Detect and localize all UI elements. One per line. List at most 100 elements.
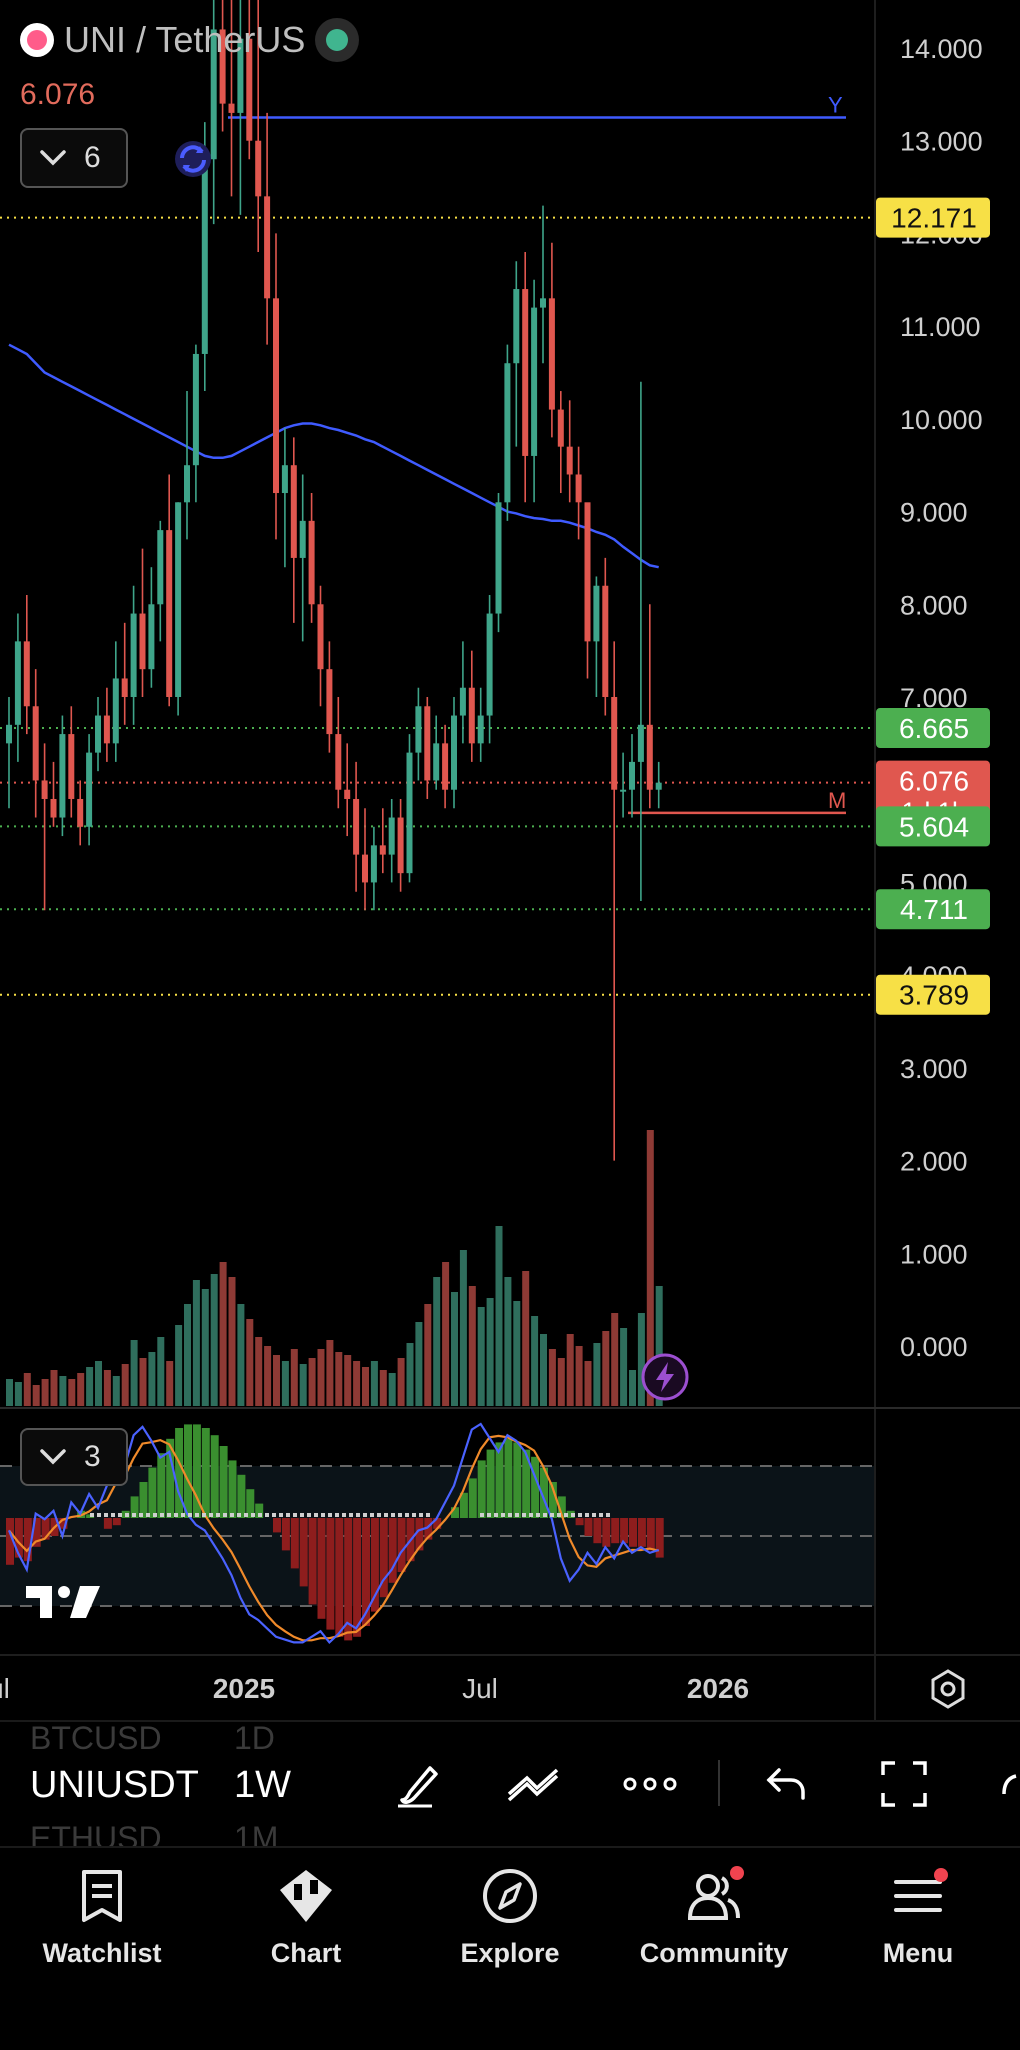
oscillator-histogram-bar bbox=[317, 1518, 326, 1619]
oscillator-marker bbox=[111, 1513, 115, 1517]
timeframe-option-prev[interactable]: 1D bbox=[234, 1720, 275, 1756]
candle bbox=[504, 344, 511, 521]
candle bbox=[50, 761, 57, 827]
price-tick-label: 13.000 bbox=[900, 127, 983, 157]
volume-bar bbox=[379, 1370, 387, 1406]
volume-bar bbox=[281, 1361, 289, 1406]
nav-menu-label: Menu bbox=[882, 1938, 954, 1968]
oscillator-histogram-bar bbox=[531, 1456, 540, 1518]
oscillator-histogram-bar bbox=[157, 1453, 166, 1518]
oscillator-marker bbox=[237, 1513, 241, 1517]
indicators-toggle-button[interactable]: 6 bbox=[20, 128, 128, 188]
lightning-alert-icon[interactable] bbox=[640, 1352, 690, 1402]
price-tick-label: 11.000 bbox=[900, 312, 981, 342]
oscillator-marker bbox=[188, 1513, 192, 1517]
more-options-icon[interactable] bbox=[622, 1756, 678, 1812]
trendline-tool-icon[interactable] bbox=[505, 1756, 561, 1812]
symbol-option-prev[interactable]: BTCUSD bbox=[30, 1720, 162, 1756]
volume-bar bbox=[477, 1307, 485, 1406]
nav-explore[interactable]: Explore bbox=[408, 1848, 612, 2050]
price-badge bbox=[876, 197, 990, 238]
oscillator-marker bbox=[167, 1513, 171, 1517]
oscillator-histogram-bar bbox=[299, 1518, 308, 1587]
uni-coin-icon bbox=[20, 23, 54, 57]
oscillator-histogram-bar bbox=[246, 1489, 255, 1518]
oscillator-histogram-bar bbox=[219, 1446, 228, 1518]
oscillator-histogram-bar bbox=[593, 1518, 602, 1544]
candle bbox=[264, 112, 271, 345]
notification-dot bbox=[934, 1868, 948, 1882]
oscillator-marker bbox=[412, 1513, 416, 1517]
volume-bar bbox=[308, 1358, 316, 1406]
oscillator-marker bbox=[244, 1513, 248, 1517]
candle bbox=[335, 697, 342, 809]
volume-bar bbox=[326, 1340, 334, 1406]
chart-settings-icon[interactable] bbox=[926, 1667, 970, 1711]
candle bbox=[593, 576, 600, 697]
oscillator-histogram-bar bbox=[379, 1518, 388, 1598]
brush-icon[interactable] bbox=[390, 1756, 446, 1812]
volume-bar bbox=[575, 1346, 583, 1406]
oscillator-histogram-bar bbox=[415, 1518, 424, 1551]
undo-icon[interactable] bbox=[758, 1756, 814, 1812]
nav-menu[interactable]: Menu bbox=[816, 1848, 1020, 2050]
fullscreen-icon[interactable] bbox=[876, 1756, 932, 1812]
oscillator-marker bbox=[356, 1513, 360, 1517]
volume-bar bbox=[406, 1343, 414, 1406]
pair-title[interactable]: UNI / TetherUS bbox=[64, 19, 306, 60]
candle bbox=[192, 344, 199, 503]
oscillator-marker bbox=[487, 1513, 491, 1517]
candle bbox=[575, 446, 582, 540]
volume-bar bbox=[584, 1361, 592, 1406]
candle bbox=[299, 474, 306, 642]
oscillator-toggle-button[interactable]: 3 bbox=[20, 1428, 128, 1486]
volume-bar bbox=[442, 1262, 450, 1406]
oscillator-histogram-bar bbox=[201, 1428, 210, 1518]
timeframe-selector[interactable]: 1W bbox=[234, 1764, 291, 1806]
volume-bar bbox=[566, 1334, 574, 1406]
volume-bar bbox=[273, 1355, 280, 1406]
candle bbox=[620, 752, 627, 818]
replay-icon[interactable] bbox=[170, 138, 216, 180]
nav-community[interactable]: Community bbox=[612, 1848, 816, 2050]
price-tick-label: 8.000 bbox=[900, 590, 968, 620]
oscillator-marker bbox=[592, 1513, 596, 1517]
candle bbox=[6, 697, 12, 809]
oscillator-marker bbox=[258, 1513, 262, 1517]
volume-bar bbox=[6, 1379, 13, 1406]
oscillator-marker bbox=[578, 1513, 582, 1517]
oscillator-marker bbox=[153, 1513, 157, 1517]
candle bbox=[184, 391, 190, 540]
candle bbox=[281, 428, 288, 568]
watchlist-icon bbox=[72, 1866, 132, 1926]
oscillator-marker bbox=[321, 1513, 325, 1517]
symbol-selector[interactable]: UNIUSDT bbox=[30, 1764, 199, 1806]
nav-chart[interactable]: Chart bbox=[204, 1848, 408, 2050]
volume-bar bbox=[130, 1340, 138, 1406]
volume-bar bbox=[451, 1292, 458, 1406]
chevron-down-icon bbox=[40, 150, 66, 166]
partial-icon[interactable] bbox=[990, 1756, 1020, 1812]
oscillator-histogram-bar bbox=[637, 1518, 646, 1547]
oscillator-marker bbox=[160, 1513, 164, 1517]
volume-bar bbox=[246, 1319, 254, 1406]
price-tick-label: 14.000 bbox=[900, 34, 983, 64]
volume-bar bbox=[531, 1316, 539, 1406]
volume-bar bbox=[255, 1337, 263, 1406]
price-chart[interactable]: YM 14.00013.00012.00011.00010.0009.0008.… bbox=[0, 0, 1020, 1720]
nav-watchlist[interactable]: Watchlist bbox=[0, 1848, 204, 2050]
candle bbox=[290, 437, 297, 623]
candle bbox=[379, 808, 386, 874]
oscillator-histogram-bar bbox=[486, 1449, 495, 1518]
oscillator-marker bbox=[223, 1513, 227, 1517]
volume-bar bbox=[166, 1361, 174, 1406]
volume-bar bbox=[637, 1313, 645, 1406]
symbol-header[interactable]: UNI / TetherUS bbox=[20, 18, 360, 62]
volume-bar bbox=[362, 1367, 369, 1406]
oscillator-marker bbox=[90, 1513, 94, 1517]
candle bbox=[77, 780, 84, 846]
volume-bar bbox=[548, 1349, 556, 1406]
nav-community-label: Community bbox=[639, 1938, 789, 1968]
